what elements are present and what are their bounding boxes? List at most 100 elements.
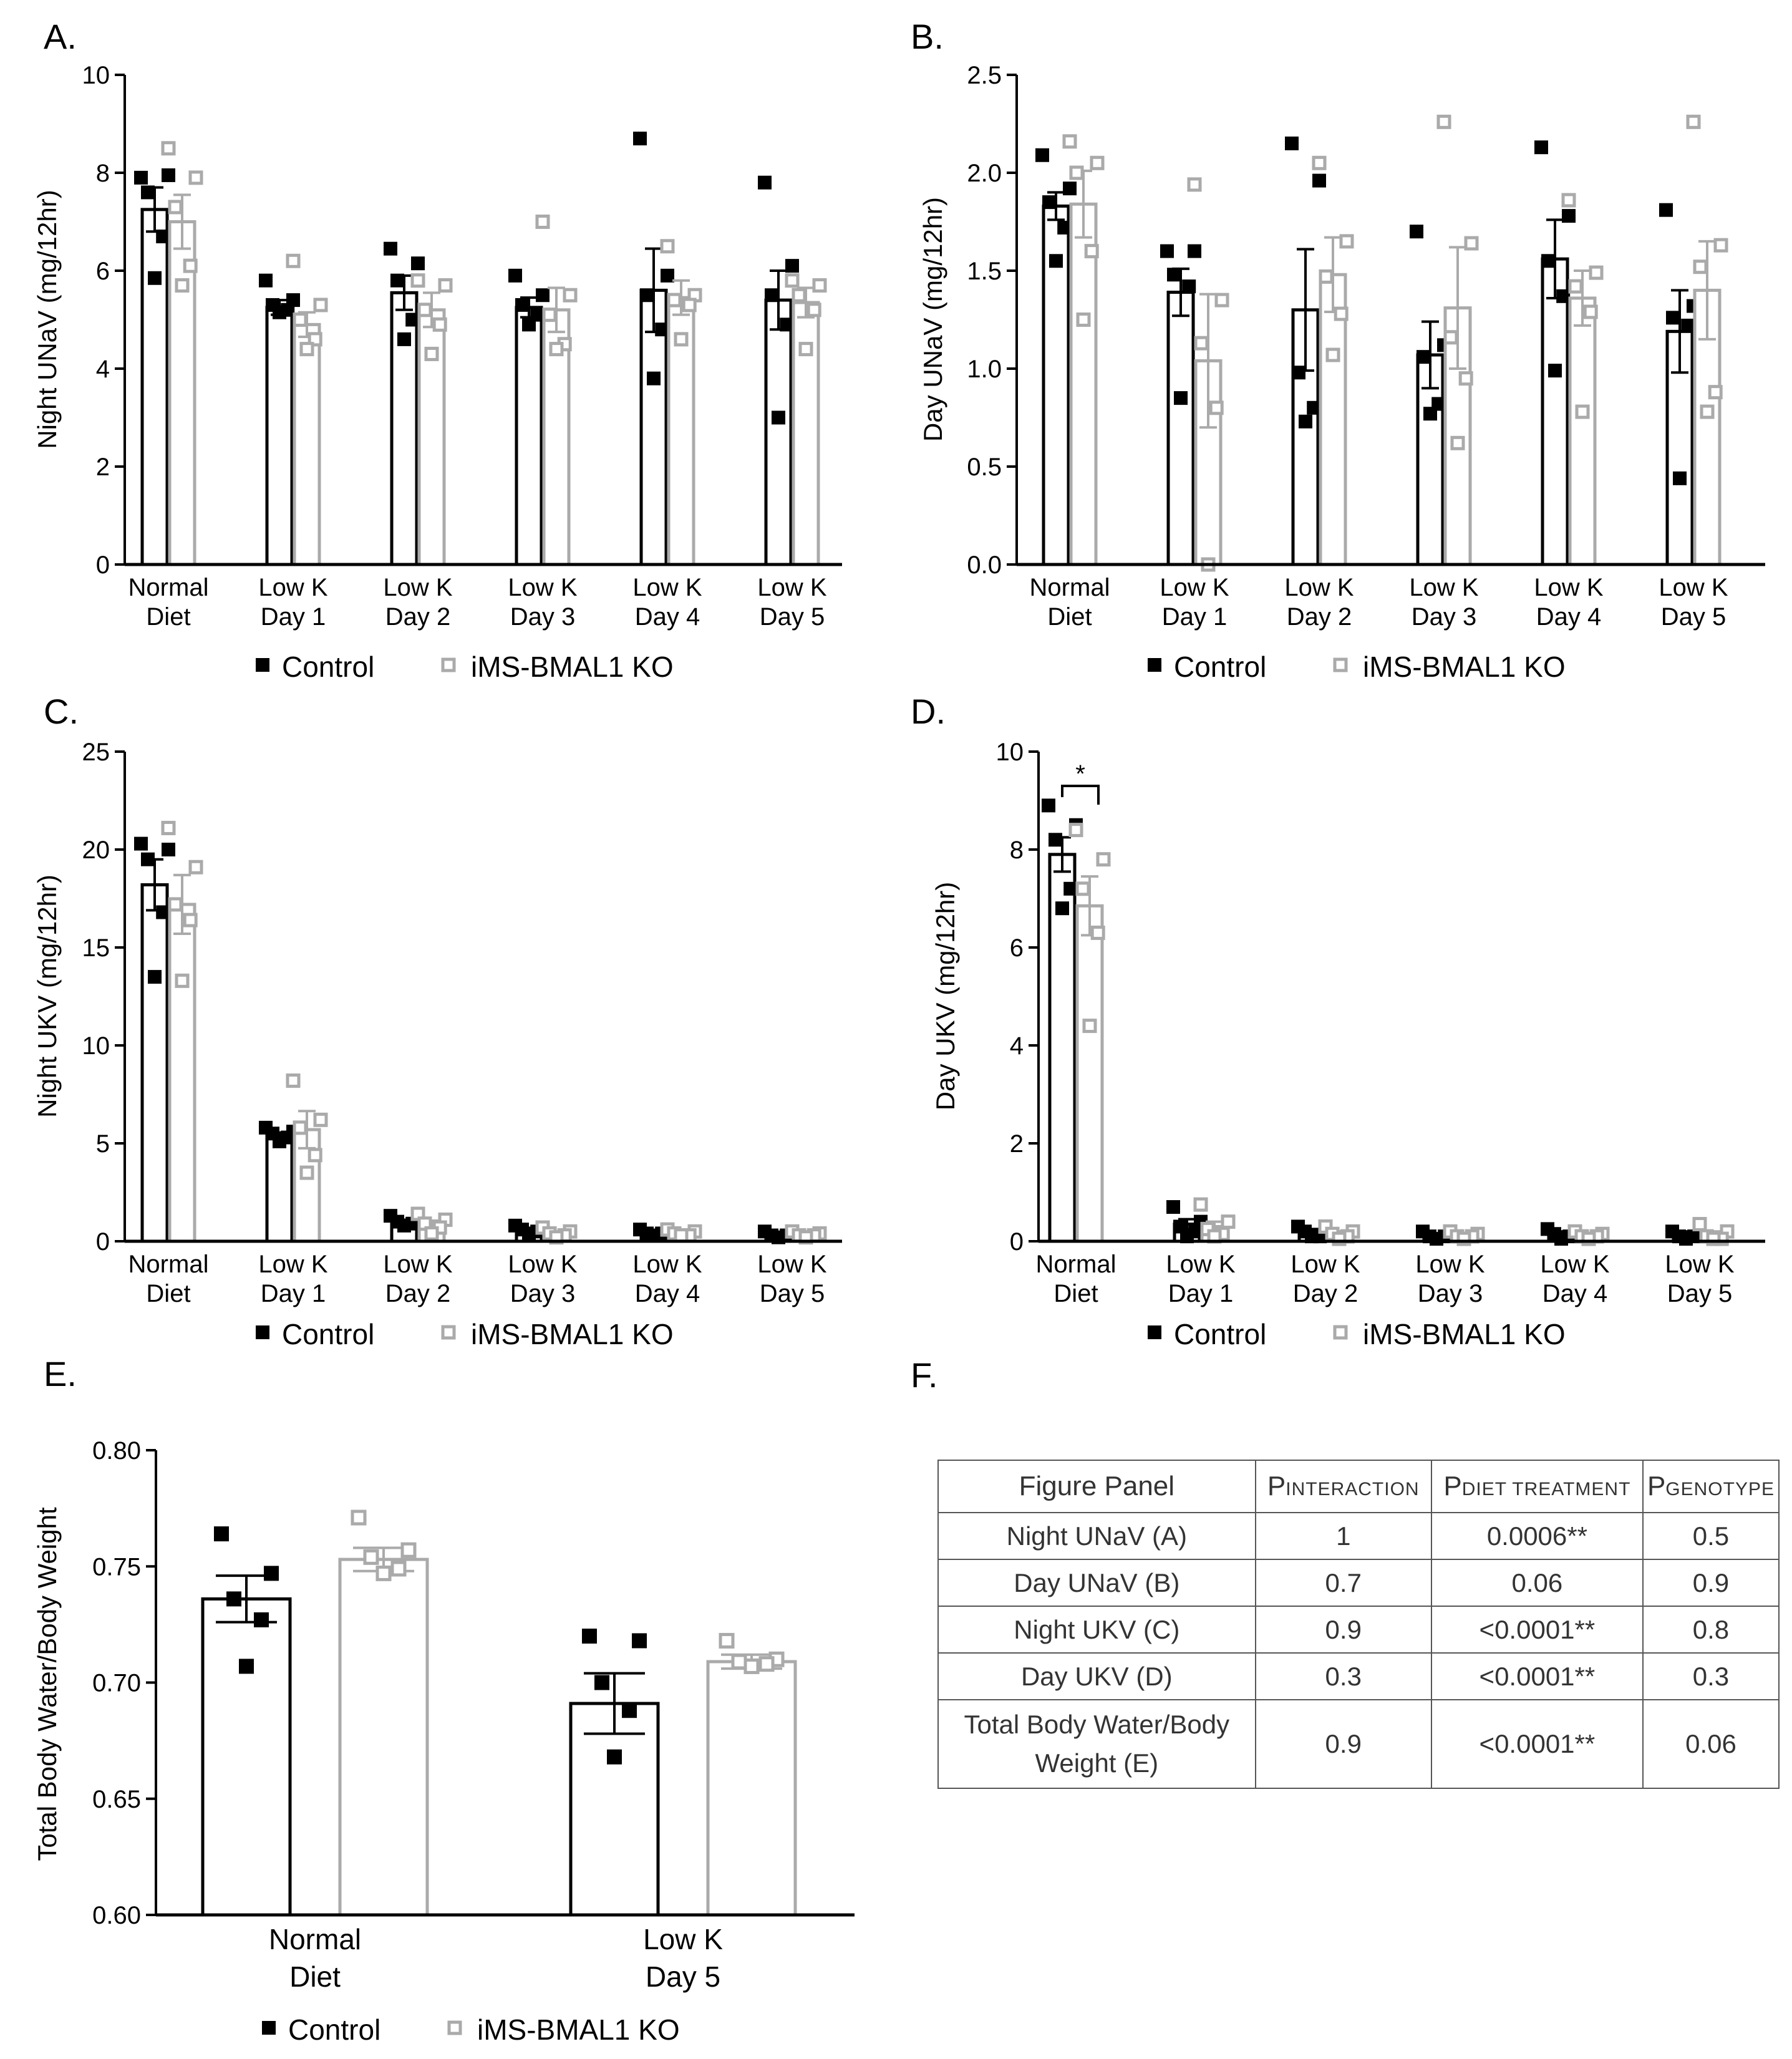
data-point-control (162, 168, 175, 182)
data-point-control (594, 1675, 609, 1690)
bar-control (569, 1702, 660, 1917)
legend-ko-marker (441, 657, 456, 672)
x-tick-label: Normal (1036, 1251, 1116, 1278)
x-tick-label: Day 2 (1287, 603, 1352, 631)
data-point-control (1055, 901, 1069, 916)
data-point-control (134, 836, 148, 851)
chart-panel-c: C. 0 5 10 15 20 25 Night UKV (mg/12hr) NormalDie… (32, 692, 842, 1350)
legend-control-marker (256, 658, 269, 672)
data-point-control (1063, 182, 1077, 196)
bar-control (201, 1597, 292, 1917)
legend: Control iMS-BMAL1 KO (256, 1318, 674, 1350)
table-row: Night UNaV (A) 1 0.0006** 0.5 (937, 1512, 1780, 1560)
legend: Control iMS-BMAL1 KO (1148, 651, 1566, 683)
data-point-control (1042, 798, 1055, 813)
data-point-control (522, 317, 536, 332)
data-point-ko (375, 1565, 392, 1581)
y-tick-label: 2 (96, 453, 110, 481)
data-point-control (1174, 391, 1188, 405)
data-point-ko (313, 1112, 328, 1127)
x-tick-label: Day 5 (1661, 603, 1727, 631)
data-point-ko (1312, 155, 1327, 170)
x-tick-label: Day 4 (1543, 1280, 1608, 1307)
y-axis-label: Night UNaV (mg/12hr) (32, 190, 62, 448)
data-point-control (661, 268, 674, 283)
x-tick-label: Normal (1030, 574, 1110, 601)
x-tick-label: Low K (383, 574, 452, 601)
y-tick-label: 4 (96, 356, 110, 383)
data-point-ko (731, 1654, 747, 1670)
legend-ko-label: iMS-BMAL1 KO (477, 2013, 680, 2046)
y-tick-label: 0 (96, 1228, 110, 1256)
data-point-control (397, 1218, 411, 1233)
data-point-ko (400, 1542, 417, 1558)
legend-control-marker (262, 2021, 276, 2035)
data-point-control (1285, 136, 1299, 150)
x-tick-label: Day 4 (635, 1280, 700, 1307)
x-tick-label: Low K (1160, 574, 1229, 601)
data-point-control (1049, 254, 1063, 268)
data-point-ko (1069, 165, 1084, 180)
cell-genotype: 0.3 (1642, 1652, 1780, 1700)
x-tick-label: Low K (1540, 1251, 1609, 1278)
bar-ko (168, 903, 196, 1243)
x-tick-label: Day 3 (510, 603, 576, 631)
data-point-ko (1700, 404, 1715, 419)
data-point-ko (1209, 400, 1224, 415)
header-p-genotype: PGENOTYPE (1642, 1460, 1780, 1513)
data-point-ko (188, 170, 203, 185)
x-tick-label: Diet (146, 1280, 190, 1307)
panel-letter: B. (911, 17, 944, 56)
data-point-ko (299, 1165, 314, 1180)
data-point-ko (806, 303, 821, 317)
data-point-control (1057, 220, 1072, 235)
data-point-ko (299, 342, 314, 357)
x-tick-label: Low K (508, 1251, 577, 1278)
data-point-ko (168, 897, 183, 912)
data-point-ko (1187, 177, 1202, 192)
data-point-ko (542, 308, 557, 322)
data-point-control (141, 185, 155, 200)
bar-ko (792, 301, 820, 566)
cell-diet: 0.0006** (1430, 1512, 1644, 1560)
data-point-control (141, 852, 155, 866)
header-figure-panel: Figure Panel (937, 1460, 1256, 1513)
bar-control (140, 208, 169, 566)
data-point-ko (188, 860, 203, 874)
panel-letter: E. (44, 1354, 77, 1393)
data-point-ko (1339, 234, 1354, 249)
data-point-control (772, 410, 785, 425)
y-tick-label: 2.5 (967, 62, 1002, 89)
data-point-ko (1221, 1214, 1236, 1229)
y-tick-label: 10 (82, 62, 110, 89)
data-point-ko (798, 342, 813, 357)
x-tick-label: Low K (1415, 1251, 1484, 1278)
data-point-control (508, 268, 522, 283)
data-point-ko (161, 820, 176, 835)
legend-ko-marker (1333, 657, 1348, 672)
cell-diet: <0.0001** (1430, 1606, 1644, 1654)
x-tick-label: Day 2 (385, 1280, 451, 1307)
data-point-ko (674, 332, 689, 347)
data-point-control (1188, 244, 1201, 258)
data-point-control (1679, 1232, 1693, 1246)
x-tick-label: Day 4 (1536, 603, 1602, 631)
data-point-control (259, 273, 273, 288)
legend-control-label: Control (288, 2013, 380, 2046)
bar-ko (1069, 202, 1098, 566)
legend-ko-marker (1333, 1325, 1348, 1340)
x-tick-label: Low K (757, 574, 826, 601)
x-tick-label: Day 1 (1168, 1280, 1234, 1307)
data-point-control (1182, 279, 1196, 294)
data-point-ko (719, 1632, 735, 1649)
x-tick-label: Low K (1534, 574, 1603, 601)
significance-marker: * (1075, 760, 1085, 788)
cell-panel: Night UKV (C) (937, 1606, 1256, 1654)
data-point-ko (1692, 1217, 1707, 1232)
y-tick-label: 0.75 (92, 1553, 141, 1581)
data-point-ko (792, 288, 806, 303)
data-point-ko (438, 278, 453, 293)
data-point-control (1042, 195, 1056, 210)
cell-genotype: 0.8 (1642, 1606, 1780, 1654)
data-point-ko (424, 1226, 439, 1241)
